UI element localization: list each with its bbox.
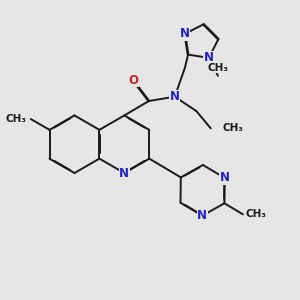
Text: N: N [119, 167, 129, 179]
Text: CH₃: CH₃ [246, 209, 267, 219]
Text: N: N [197, 209, 207, 222]
Text: N: N [170, 90, 180, 103]
Text: CH₃: CH₃ [222, 123, 243, 134]
Text: N: N [220, 171, 230, 184]
Text: N: N [204, 51, 214, 64]
Text: CH₃: CH₃ [208, 63, 229, 73]
Text: O: O [128, 74, 138, 87]
Text: CH₃: CH₃ [5, 114, 26, 124]
Text: N: N [180, 27, 190, 40]
